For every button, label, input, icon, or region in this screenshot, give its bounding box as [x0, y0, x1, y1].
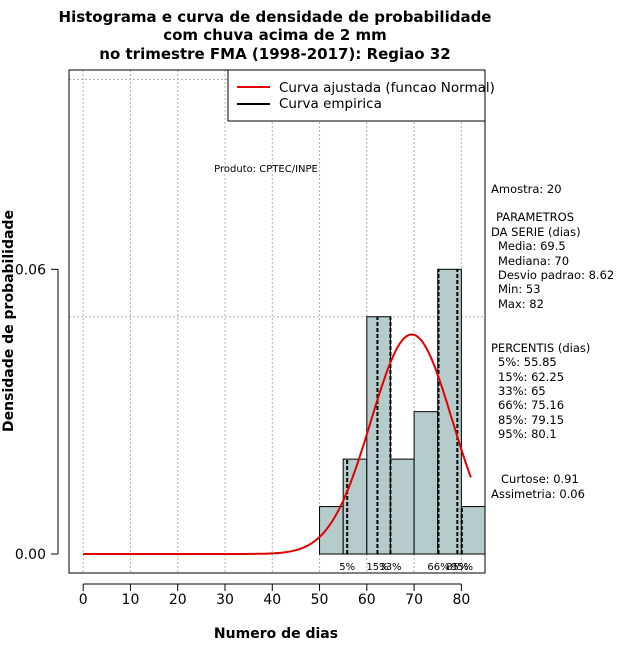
x-tick-label-50: 50: [311, 592, 329, 608]
chart-title-line-1: Histograma e curva de densidade de proba…: [59, 8, 492, 26]
stat-params-header-1: PARAMETROS: [496, 210, 574, 224]
percentile-label-5: 95%: [451, 562, 473, 573]
stat-max: Max: 82: [498, 297, 544, 311]
y-axis-title: Densidade de probabilidade: [1, 210, 17, 432]
percentile-label-2: 33%: [379, 562, 401, 573]
stat-p5: 5%: 55.85: [498, 355, 557, 369]
stat-min: Min: 53: [498, 282, 541, 296]
x-tick-label-80: 80: [452, 592, 470, 608]
legend-box: [227, 69, 486, 122]
stat-p85: 85%: 79.15: [498, 413, 564, 427]
legend-label-empirical: Curva empirica: [279, 96, 382, 112]
x-tick-label-20: 20: [169, 592, 187, 608]
x-tick-label-10: 10: [122, 592, 140, 608]
stat-p66: 66%: 75.16: [498, 398, 564, 412]
stat-p33: 33%: 65: [498, 384, 546, 398]
percentile-label-0: 5%: [339, 562, 355, 573]
percentile-label-3: 66%: [427, 562, 449, 573]
stat-desvio: Desvio padrao: 8.62: [498, 268, 614, 282]
y-tick-label-1: 0.06: [15, 262, 46, 278]
percentile-label-4: 85%: [446, 562, 468, 573]
stat-p15: 15%: 62.25: [498, 370, 564, 384]
legend: Curva ajustada (funcao Normal) Curva emp…: [227, 69, 495, 122]
stat-curtose: Curtose: 0.91: [501, 472, 579, 486]
stat-perc-header: PERCENTIS (dias): [491, 341, 590, 355]
histogram-bar-60: [366, 316, 391, 555]
chart-title-line-3: no trimestre FMA (1998-2017): Regiao 32: [99, 45, 450, 63]
stat-media: Media: 69.5: [498, 239, 566, 253]
x-tick-label-40: 40: [263, 592, 281, 608]
stat-sample: Amostra: 20: [491, 182, 562, 196]
x-axis-title: Numero de dias: [214, 626, 338, 642]
stat-p95: 95%: 80.1: [498, 427, 557, 441]
stat-assimetria: Assimetria: 0.06: [491, 487, 585, 501]
percentile-label-1: 15%: [366, 562, 388, 573]
x-tick-label-30: 30: [216, 592, 234, 608]
normal-curve-line: [83, 333, 472, 555]
stat-mediana: Mediana: 70: [498, 254, 569, 268]
histogram-bar-50: [319, 506, 344, 555]
x-tick-label-60: 60: [358, 592, 376, 608]
x-tick-label-0: 0: [79, 592, 88, 608]
chart-title-line-2: com chuva acima de 2 mm: [163, 26, 387, 44]
stats-panel: Amostra: 20 PARAMETROS DA SERIE (dias) M…: [491, 182, 614, 501]
product-annotation: Produto: CPTEC/INPE: [214, 164, 318, 175]
legend-label-normal: Curva ajustada (funcao Normal): [279, 80, 495, 96]
y-tick-label-0: 0.00: [15, 547, 46, 563]
stat-params-header-2: DA SERIE (dias): [491, 225, 581, 239]
histogram-bar-65: [389, 458, 415, 555]
histogram-bar-70: [413, 411, 439, 555]
histogram-bar-80: [460, 506, 486, 555]
x-tick-label-70: 70: [405, 592, 423, 608]
